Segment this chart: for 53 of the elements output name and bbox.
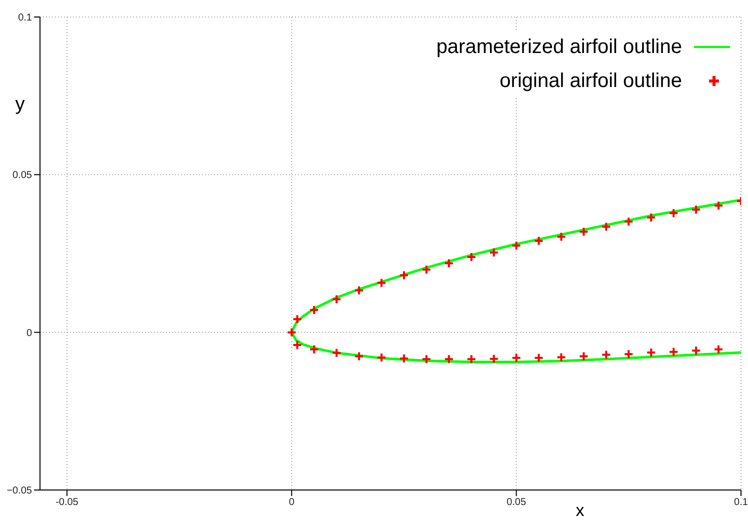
point (466, 354, 476, 364)
y-tick-label: 0 (26, 328, 32, 339)
point (466, 252, 476, 262)
x-axis-title: x (576, 501, 585, 520)
point (309, 344, 320, 354)
point (354, 285, 364, 296)
y-tick-label: −0.05 (6, 486, 32, 497)
point (646, 212, 656, 223)
point (376, 278, 387, 288)
point (444, 354, 454, 364)
point (556, 232, 566, 242)
point (624, 216, 634, 227)
point (511, 352, 522, 363)
y-axis-title: y (15, 94, 26, 115)
point (668, 208, 679, 218)
point (601, 222, 612, 232)
point (714, 344, 724, 354)
point (511, 240, 522, 251)
x-tick-label: 0 (288, 497, 295, 508)
point (714, 200, 724, 211)
point (354, 351, 364, 362)
x-tick-label: 0.05 (506, 497, 526, 508)
legend-label: original airfoil outline (500, 69, 682, 94)
point (398, 270, 409, 280)
point (398, 354, 409, 364)
point (292, 314, 302, 324)
point (556, 352, 566, 362)
point (534, 236, 544, 246)
point (578, 351, 589, 362)
point (421, 354, 432, 364)
point (309, 304, 320, 315)
y-tick-label: 0.05 (12, 170, 32, 182)
point (691, 346, 702, 356)
point (286, 327, 297, 338)
point (444, 258, 454, 268)
point (646, 348, 656, 358)
point (488, 354, 499, 364)
point (421, 264, 432, 275)
point (624, 349, 634, 360)
point (332, 348, 342, 358)
x-tick-label: 0.1 (734, 497, 748, 508)
point (601, 350, 612, 360)
point (534, 352, 544, 363)
point (488, 248, 499, 258)
point (578, 226, 589, 237)
y-tick-label: 0.1 (18, 12, 32, 24)
x-tick-label: -0.05 (56, 497, 79, 508)
legend-label: parameterized airfoil outline (436, 35, 682, 60)
point (332, 294, 342, 304)
point (292, 340, 302, 350)
point (668, 346, 679, 357)
point (376, 352, 387, 363)
point (691, 204, 702, 215)
